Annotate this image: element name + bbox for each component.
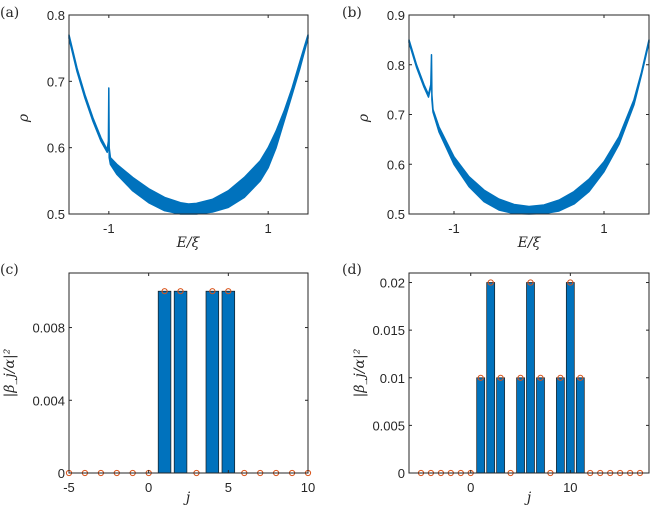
x-tick-label: -1 <box>448 221 460 236</box>
y-tick-label: 0.7 <box>387 108 405 123</box>
bar <box>526 282 535 474</box>
bar <box>536 377 545 474</box>
bar <box>221 290 236 474</box>
xlabel-b: E/ξ <box>517 235 542 251</box>
bar <box>486 282 496 474</box>
data-marker <box>527 279 534 286</box>
y-tick-label: 0.005 <box>372 418 405 433</box>
rho-band-b <box>408 39 650 215</box>
data-marker <box>487 279 494 286</box>
xlabel-d: j <box>524 490 532 506</box>
rho-band-a <box>68 34 309 215</box>
x-tick-label: 0 <box>467 480 474 495</box>
y-tick-label: 0.5 <box>47 207 65 222</box>
data-marker <box>477 374 484 381</box>
bar <box>476 377 486 474</box>
x-tick-label: -1 <box>103 221 115 236</box>
panel-label-d: (d) <box>342 262 362 278</box>
axes-box <box>408 14 650 215</box>
axes-box <box>408 272 650 474</box>
panel-a: (a) -1 1 0.5 0.6 0.7 0.8 E/ξ ρ <box>0 5 309 251</box>
data-marker <box>161 288 168 295</box>
plot-area-b: -1 1 0.5 0.6 0.7 0.8 0.9 <box>387 8 650 236</box>
y-tick-label: 0.02 <box>380 276 405 291</box>
bar <box>173 290 188 474</box>
y-tick-label: 0 <box>58 466 65 481</box>
bar <box>205 290 220 474</box>
y-tick-label: 0.7 <box>47 74 65 89</box>
bar <box>565 282 575 474</box>
ylabel-b: ρ <box>356 113 372 123</box>
axes-box <box>68 14 309 215</box>
y-tick-label: 0.5 <box>387 207 405 222</box>
xlabel-c: j <box>183 490 191 506</box>
y-tick-label: 0.004 <box>32 393 65 408</box>
x-tick-label: 5 <box>225 480 232 495</box>
xlabel-a: E/ξ <box>176 235 201 251</box>
data-marker <box>209 288 216 295</box>
y-tick-label: 0.6 <box>47 141 65 156</box>
ylabel-d: |β_j/α|² <box>352 348 368 397</box>
data-marker <box>177 288 184 295</box>
data-marker <box>537 374 544 381</box>
y-tick-label: 0.8 <box>387 58 405 73</box>
panel-d: (d) 0 10 0 0.005 0.01 0.015 0.02 j |β_j/α|² <box>342 262 650 506</box>
plot-area-d: 0 10 0 0.005 0.01 0.015 0.02 <box>372 272 650 495</box>
x-tick-label: 10 <box>301 480 315 495</box>
ylabel-c: |β_j/α|² <box>2 348 18 397</box>
panel-b: (b) -1 1 0.5 0.6 0.7 0.8 0.9 E/ξ ρ <box>342 5 650 251</box>
bar <box>496 377 505 474</box>
panel-label-a: (a) <box>0 5 19 21</box>
data-marker <box>567 279 574 286</box>
x-tick-label: -5 <box>63 480 75 495</box>
data-marker <box>497 374 504 381</box>
axes-box <box>68 272 309 474</box>
plot-area-a: -1 1 0.5 0.6 0.7 0.8 <box>47 8 309 236</box>
y-tick-label: 0.01 <box>380 371 405 386</box>
bar <box>575 377 585 474</box>
x-tick-label: 1 <box>265 221 272 236</box>
x-tick-label: 1 <box>600 221 607 236</box>
bar <box>157 290 172 474</box>
panel-label-b: (b) <box>342 5 362 21</box>
bar <box>516 377 525 474</box>
y-tick-label: 0.008 <box>32 321 65 336</box>
panel-label-c: (c) <box>0 262 19 278</box>
x-tick-label: 0 <box>145 480 152 495</box>
y-tick-label: 0.015 <box>372 323 405 338</box>
data-marker <box>225 288 232 295</box>
x-tick-label: 10 <box>563 480 577 495</box>
data-marker <box>517 374 524 381</box>
data-marker <box>557 374 564 381</box>
data-marker <box>577 374 584 381</box>
y-tick-label: 0.9 <box>387 8 405 23</box>
y-tick-label: 0.6 <box>387 157 405 172</box>
y-tick-label: 0 <box>398 466 405 481</box>
bar <box>556 377 565 474</box>
ylabel-a: ρ <box>16 113 32 123</box>
y-tick-label: 0.8 <box>47 8 65 23</box>
